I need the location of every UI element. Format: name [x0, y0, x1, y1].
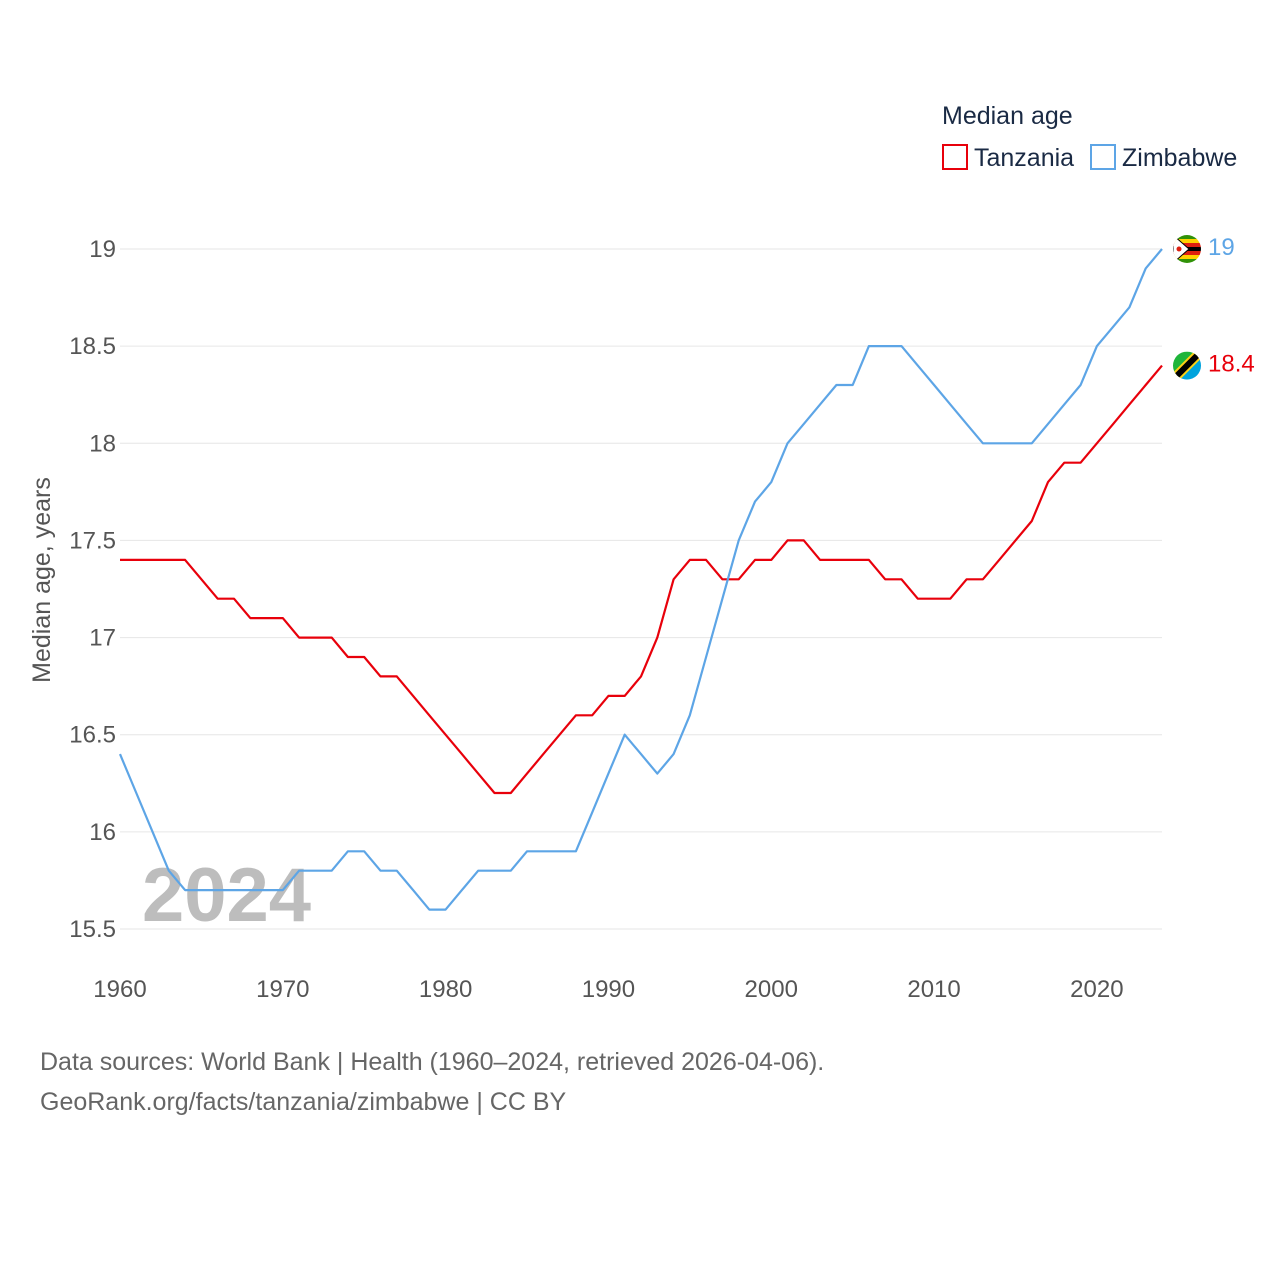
- end-marker-tanzania: 18.4: [1173, 351, 1255, 380]
- legend-label-tanzania: Tanzania: [974, 144, 1074, 172]
- legend-item-tanzania[interactable]: Tanzania: [942, 144, 1074, 172]
- series-lines: [118, 248, 1163, 911]
- source-footer: Data sources: World Bank | Health (1960–…: [40, 1042, 824, 1122]
- y-tick-label: 18.5: [69, 333, 116, 360]
- tanzania-flag-icon: [1173, 351, 1201, 380]
- y-tick-label: 19: [89, 236, 116, 263]
- y-axis-title: Median age, years: [28, 477, 56, 683]
- x-tick-label: 1980: [419, 976, 472, 1003]
- y-tick-label: 17: [89, 625, 116, 652]
- legend-title: Median age: [942, 102, 1073, 130]
- x-tick-label: 1970: [256, 976, 309, 1003]
- end-label-zimbabwe: 19: [1208, 234, 1235, 261]
- x-tick-labels: 1960 1970 1980 1990 2000 2010 2020: [93, 976, 1123, 1003]
- legend-label-zimbabwe: Zimbabwe: [1122, 144, 1237, 172]
- series-line-zimbabwe[interactable]: [118, 248, 1163, 911]
- legend-swatch-zimbabwe: [1090, 144, 1116, 170]
- series-line-tanzania[interactable]: [120, 364, 1163, 795]
- grid-lines: [120, 248, 1162, 930]
- x-tick-label: 2020: [1070, 976, 1123, 1003]
- x-tick-label: 2010: [907, 976, 960, 1003]
- legend-item-zimbabwe[interactable]: Zimbabwe: [1090, 144, 1237, 172]
- zimbabwe-flag-icon: [1173, 235, 1201, 263]
- end-marker-zimbabwe: 19: [1173, 234, 1235, 263]
- x-tick-label: 1990: [582, 976, 635, 1003]
- x-tick-label: 1960: [93, 976, 146, 1003]
- year-watermark: 2024: [142, 853, 311, 938]
- legend-swatch-tanzania: [942, 144, 968, 170]
- x-tick-label: 2000: [745, 976, 798, 1003]
- y-tick-label: 17.5: [69, 527, 116, 554]
- y-tick-label: 15.5: [69, 916, 116, 943]
- y-tick-label: 16: [89, 819, 116, 846]
- credit-text[interactable]: GeoRank.org/facts/tanzania/zimbabwe | CC…: [40, 1088, 567, 1116]
- data-source-text: Data sources: World Bank | Health (1960–…: [40, 1048, 825, 1076]
- legend: Median age Tanzania Zimbabwe: [942, 102, 1237, 172]
- end-label-tanzania: 18.4: [1208, 351, 1255, 378]
- y-tick-label: 18: [89, 430, 116, 457]
- y-tick-labels: 15.5 16 16.5 17 17.5 18 18.5 19: [69, 236, 116, 943]
- y-tick-label: 16.5: [69, 722, 116, 749]
